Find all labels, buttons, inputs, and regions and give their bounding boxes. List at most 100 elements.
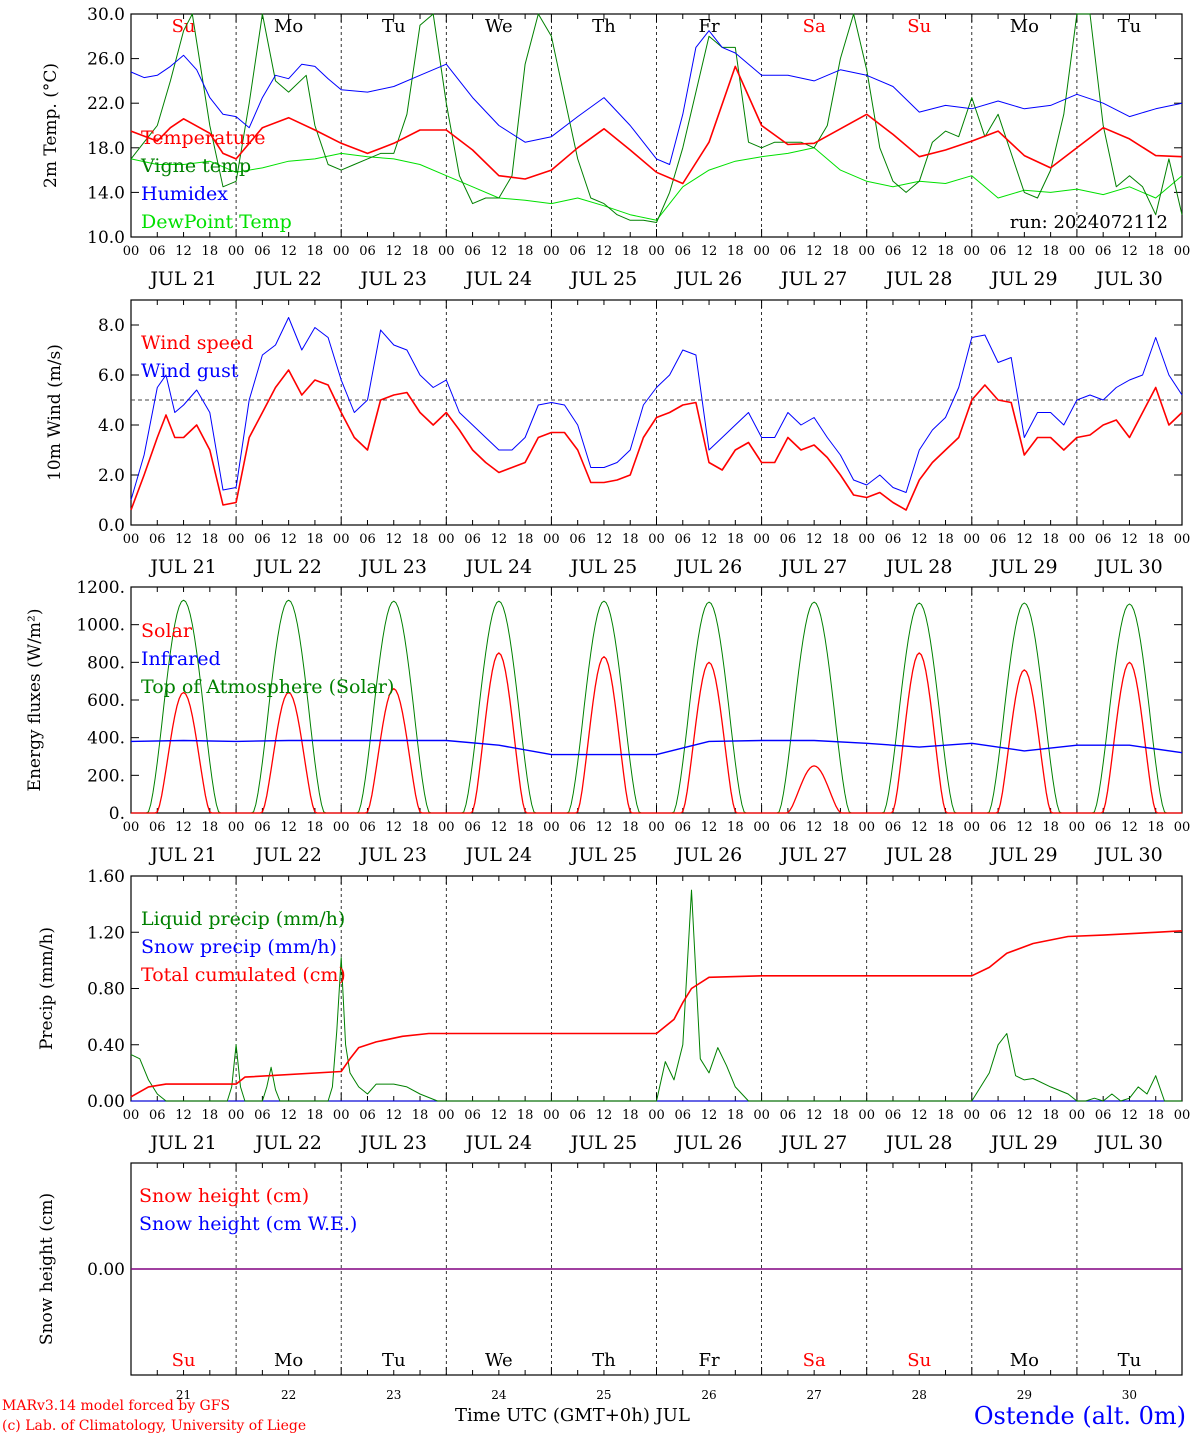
hour-tick-label: 00 [1069,820,1086,835]
date-label: JUL 23 [359,1132,427,1154]
hour-tick-label: 18 [1147,820,1164,835]
day-name-bottom: Th [592,1350,616,1371]
hour-tick-label: 00 [858,532,875,547]
y-tick-label: 1.60 [87,867,125,887]
y-tick-label: 1200. [76,578,125,598]
hour-tick-label: 18 [727,532,744,547]
hour-tick-label: 00 [543,532,560,547]
y-axis-label: 10m Wind (m/s) [45,344,65,481]
y-tick-label: 0.00 [87,1260,125,1280]
hour-tick-label: 00 [123,244,140,259]
hour-tick-label: 06 [675,532,692,547]
day-name-top: Tu [382,16,406,37]
date-label: JUL 25 [569,1132,637,1154]
hour-tick-label: 06 [990,532,1007,547]
y-tick-label: 2.0 [98,466,125,486]
hour-tick-label: 06 [359,532,376,547]
hour-tick-label: 06 [569,532,586,547]
date-label: JUL 22 [253,556,321,578]
hour-tick-label: 18 [517,244,534,259]
hour-tick-label: 06 [675,244,692,259]
hour-tick-label: 12 [806,244,823,259]
day-name-bottom: Su [907,1350,931,1371]
credit-line-2: (c) Lab. of Climatology, University of L… [2,1418,307,1434]
y-tick-label: 1000. [76,616,125,636]
hour-tick-label: 12 [911,244,928,259]
date-label: JUL 24 [464,1132,532,1154]
hour-tick-label: 00 [753,1108,770,1123]
credit-line-1: MARv3.14 model forced by GFS [2,1398,231,1414]
hour-tick-label: 06 [254,820,271,835]
hour-tick-label: 18 [622,820,639,835]
day-name-bottom: We [485,1350,513,1371]
hour-tick-label: 18 [937,1108,954,1123]
hour-tick-label: 06 [675,820,692,835]
hour-tick-label: 06 [464,532,481,547]
hour-tick-label: 12 [491,532,508,547]
hour-tick-label: 18 [1147,1108,1164,1123]
day-name-bottom: Tu [382,1350,406,1371]
hour-tick-label: 18 [832,820,849,835]
hour-tick-label: 00 [228,820,245,835]
hour-tick-label: 00 [964,244,981,259]
hour-tick-label: 12 [175,1108,192,1123]
day-name-top: Su [907,16,931,37]
hour-tick-label: 18 [412,244,429,259]
hour-tick-label: 18 [937,244,954,259]
legend-entry: Snow precip (mm/h) [141,936,337,958]
day-name-bottom: Mo [1010,1350,1039,1371]
hour-tick-label: 00 [858,1108,875,1123]
y-tick-label: 4.0 [98,416,125,436]
hour-tick-label: 00 [1174,820,1191,835]
plot-frame [130,13,1183,238]
hour-tick-label: 00 [228,1108,245,1123]
hour-tick-label: 00 [438,244,455,259]
hour-tick-label: 18 [1042,820,1059,835]
hour-tick-label: 00 [964,532,981,547]
day-name-bottom: Mo [274,1350,303,1371]
y-axis-label: Energy fluxes (W/m²) [25,609,45,792]
date-label: JUL 21 [148,268,216,290]
hour-tick-label: 00 [753,244,770,259]
legend-entry: Wind gust [141,360,239,382]
hour-tick-label: 12 [175,244,192,259]
hour-tick-label: 00 [753,820,770,835]
series-solar [131,652,1182,814]
hour-tick-label: 12 [491,244,508,259]
hour-tick-label: 18 [202,820,219,835]
date-label: JUL 30 [1094,844,1162,866]
date-label: JUL 23 [359,556,427,578]
hour-tick-label: 18 [202,244,219,259]
hour-tick-label: 18 [1042,1108,1059,1123]
hour-tick-label: 00 [858,820,875,835]
hour-tick-label: 18 [1042,244,1059,259]
date-label: JUL 24 [464,556,532,578]
hour-tick-label: 06 [780,532,797,547]
hour-tick-label: 06 [780,1108,797,1123]
hour-tick-label: 06 [254,1108,271,1123]
hour-tick-label: 18 [832,244,849,259]
hour-tick-label: 18 [832,1108,849,1123]
hour-tick-label: 18 [1042,532,1059,547]
hour-tick-label: 12 [911,1108,928,1123]
hour-tick-label: 12 [1121,244,1138,259]
hour-tick-label: 12 [596,1108,613,1123]
series-temperature [130,65,1183,185]
y-tick-label: 18.0 [87,139,125,159]
y-tick-label: 600. [87,691,125,711]
hour-tick-label: 06 [254,244,271,259]
hour-tick-label: 18 [1147,532,1164,547]
hour-tick-label: 06 [464,820,481,835]
hour-tick-label: 18 [307,820,324,835]
hour-tick-label: 12 [385,532,402,547]
legend-entry: Total cumulated (cm) [141,964,346,986]
date-label: JUL 25 [569,844,637,866]
y-tick-label: 0.40 [87,1036,125,1056]
date-label: JUL 26 [674,268,742,290]
hour-tick-label: 18 [202,532,219,547]
hour-tick-label: 12 [280,820,297,835]
series-total-cumulated-cm- [130,930,1183,1098]
hour-tick-label: 18 [517,1108,534,1123]
hour-tick-label: 06 [1095,820,1112,835]
